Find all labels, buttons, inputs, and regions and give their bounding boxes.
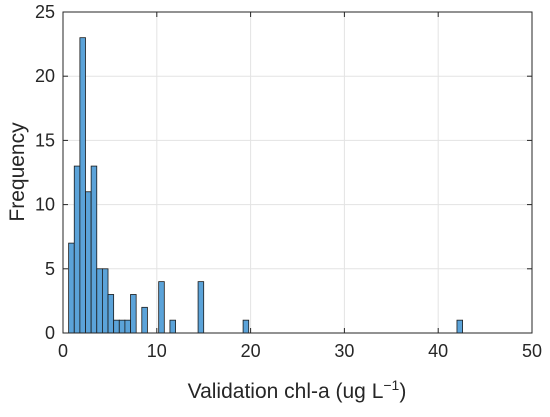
histogram-bar [141, 306, 148, 334]
x-axis-label-suffix: ) [399, 380, 406, 403]
histogram-bar [96, 268, 103, 334]
x-axis-label-superscript: −1 [383, 377, 399, 393]
histogram-bar [79, 37, 86, 334]
x-tick-label: 10 [147, 341, 167, 361]
y-axis-label: Frequency [6, 122, 29, 222]
histogram-bar [85, 191, 92, 334]
histogram-bar [68, 242, 75, 334]
x-tick-label: 0 [58, 341, 68, 361]
y-tick-label: 10 [35, 195, 55, 215]
histogram-bar [73, 165, 81, 334]
histogram-bar [107, 294, 115, 334]
histogram-bar [113, 319, 120, 334]
histogram-bar [118, 319, 126, 334]
y-tick-label: 25 [35, 2, 55, 22]
x-tick-label: 20 [241, 341, 261, 361]
histogram-bar [130, 294, 137, 334]
axis-ticks [62, 11, 533, 334]
histogram-bar [169, 319, 176, 334]
plot-frame [62, 11, 533, 334]
histogram-bar [158, 281, 165, 334]
grid-lines [62, 11, 533, 334]
histogram-bars [68, 37, 463, 334]
axis-tick-labels: 0 10 20 30 40 50 0 5 10 15 20 25 [35, 2, 542, 361]
y-tick-label: 20 [35, 66, 55, 86]
x-tick-label: 50 [522, 341, 542, 361]
histogram-bar [456, 319, 463, 334]
histogram-bar [124, 319, 131, 334]
y-tick-label: 5 [45, 259, 55, 279]
x-axis-label-main: Validation chl-a (ug L [188, 380, 384, 403]
histogram-bar [197, 281, 205, 334]
x-tick-label: 40 [428, 341, 448, 361]
x-axis-label: Validation chl-a (ug L−1) [188, 377, 407, 403]
histogram-bar [242, 319, 250, 334]
y-tick-label: 15 [35, 130, 55, 150]
histogram-bar [90, 165, 98, 334]
histogram-bar [101, 268, 109, 334]
y-tick-label: 0 [45, 323, 55, 343]
x-tick-label: 30 [334, 341, 354, 361]
